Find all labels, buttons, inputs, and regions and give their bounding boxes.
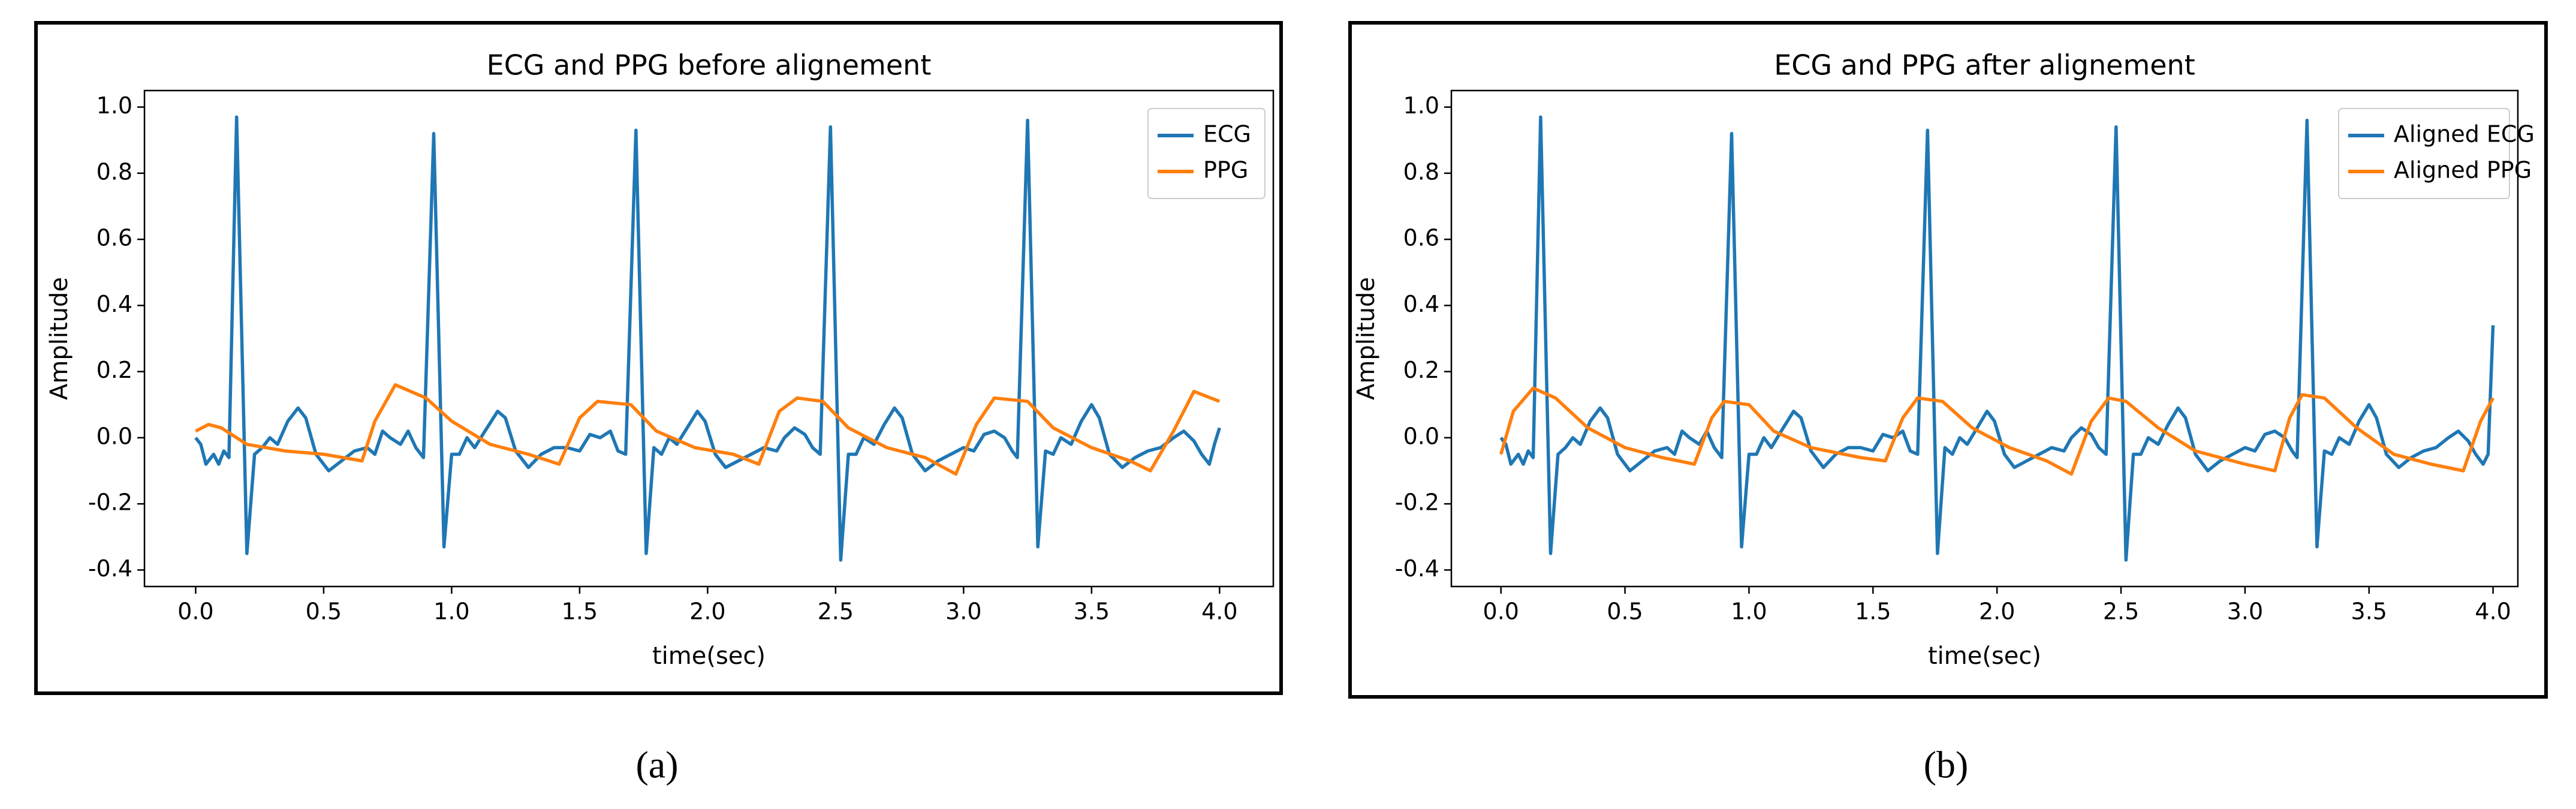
y-tick-label: 0.6 — [1403, 225, 1439, 251]
y-tick-label: 0.0 — [97, 423, 132, 449]
x-tick-label: 4.0 — [2475, 599, 2511, 625]
panel-border — [1348, 21, 2548, 699]
chart-title: ECG and PPG before alignement — [487, 49, 932, 82]
x-tick-label: 1.5 — [1855, 599, 1891, 625]
y-tick-label: 1.0 — [97, 92, 132, 119]
y-tick-label: 0.0 — [1403, 423, 1439, 449]
y-tick-label: -0.2 — [88, 489, 132, 516]
legend-label: Aligned ECG — [2394, 121, 2535, 148]
y-tick-label: 0.2 — [1403, 357, 1439, 383]
panel-border — [34, 21, 1283, 695]
y-tick-label: 0.2 — [97, 357, 132, 383]
series-line — [1499, 115, 2495, 562]
x-axis-label: time(sec) — [652, 642, 766, 670]
y-tick-label: -0.4 — [88, 555, 132, 582]
y-tick-label: 1.0 — [1403, 92, 1439, 119]
y-tick-label: -0.4 — [1395, 555, 1439, 582]
x-tick-label: 2.5 — [818, 599, 854, 625]
y-tick-label: 0.8 — [1403, 158, 1439, 185]
x-tick-label: 3.0 — [945, 599, 981, 625]
y-tick-label: 0.8 — [97, 158, 132, 185]
y-axis-label: Amplitude — [46, 277, 73, 400]
x-tick-label: 3.5 — [1074, 599, 1110, 625]
series-line — [195, 383, 1221, 476]
legend-box — [1147, 108, 1266, 199]
caption: (a) — [635, 744, 678, 786]
x-tick-label: 0.5 — [1607, 599, 1643, 625]
y-tick-label: 0.4 — [97, 291, 132, 317]
series-line — [194, 115, 1221, 562]
chart-title: ECG and PPG after alignement — [1774, 49, 2195, 82]
y-tick-label: 0.6 — [97, 225, 132, 251]
legend-label: Aligned PPG — [2394, 157, 2532, 184]
y-axis-label: Amplitude — [1352, 277, 1380, 400]
x-tick-label: 0.5 — [306, 599, 342, 625]
x-tick-label: 0.0 — [1483, 599, 1519, 625]
legend-label: ECG — [1203, 121, 1251, 148]
legend-label: PPG — [1203, 157, 1248, 184]
x-tick-label: 0.0 — [177, 599, 213, 625]
series-line — [1499, 386, 2495, 476]
x-tick-label: 2.5 — [2103, 599, 2139, 625]
plot-frame — [1450, 89, 2519, 588]
x-tick-label: 2.0 — [1979, 599, 2015, 625]
x-tick-label: 2.0 — [689, 599, 725, 625]
x-tick-label: 1.5 — [562, 599, 598, 625]
x-axis-label: time(sec) — [1928, 642, 2041, 670]
x-tick-label: 1.0 — [433, 599, 469, 625]
caption: (b) — [1924, 744, 1969, 786]
x-tick-label: 3.5 — [2351, 599, 2387, 625]
legend-box — [2338, 108, 2510, 199]
x-tick-label: 3.0 — [2227, 599, 2263, 625]
x-tick-label: 1.0 — [1731, 599, 1767, 625]
x-tick-label: 4.0 — [1201, 599, 1237, 625]
y-tick-label: -0.2 — [1395, 489, 1439, 516]
y-tick-label: 0.4 — [1403, 291, 1439, 317]
plot-frame — [143, 89, 1275, 588]
